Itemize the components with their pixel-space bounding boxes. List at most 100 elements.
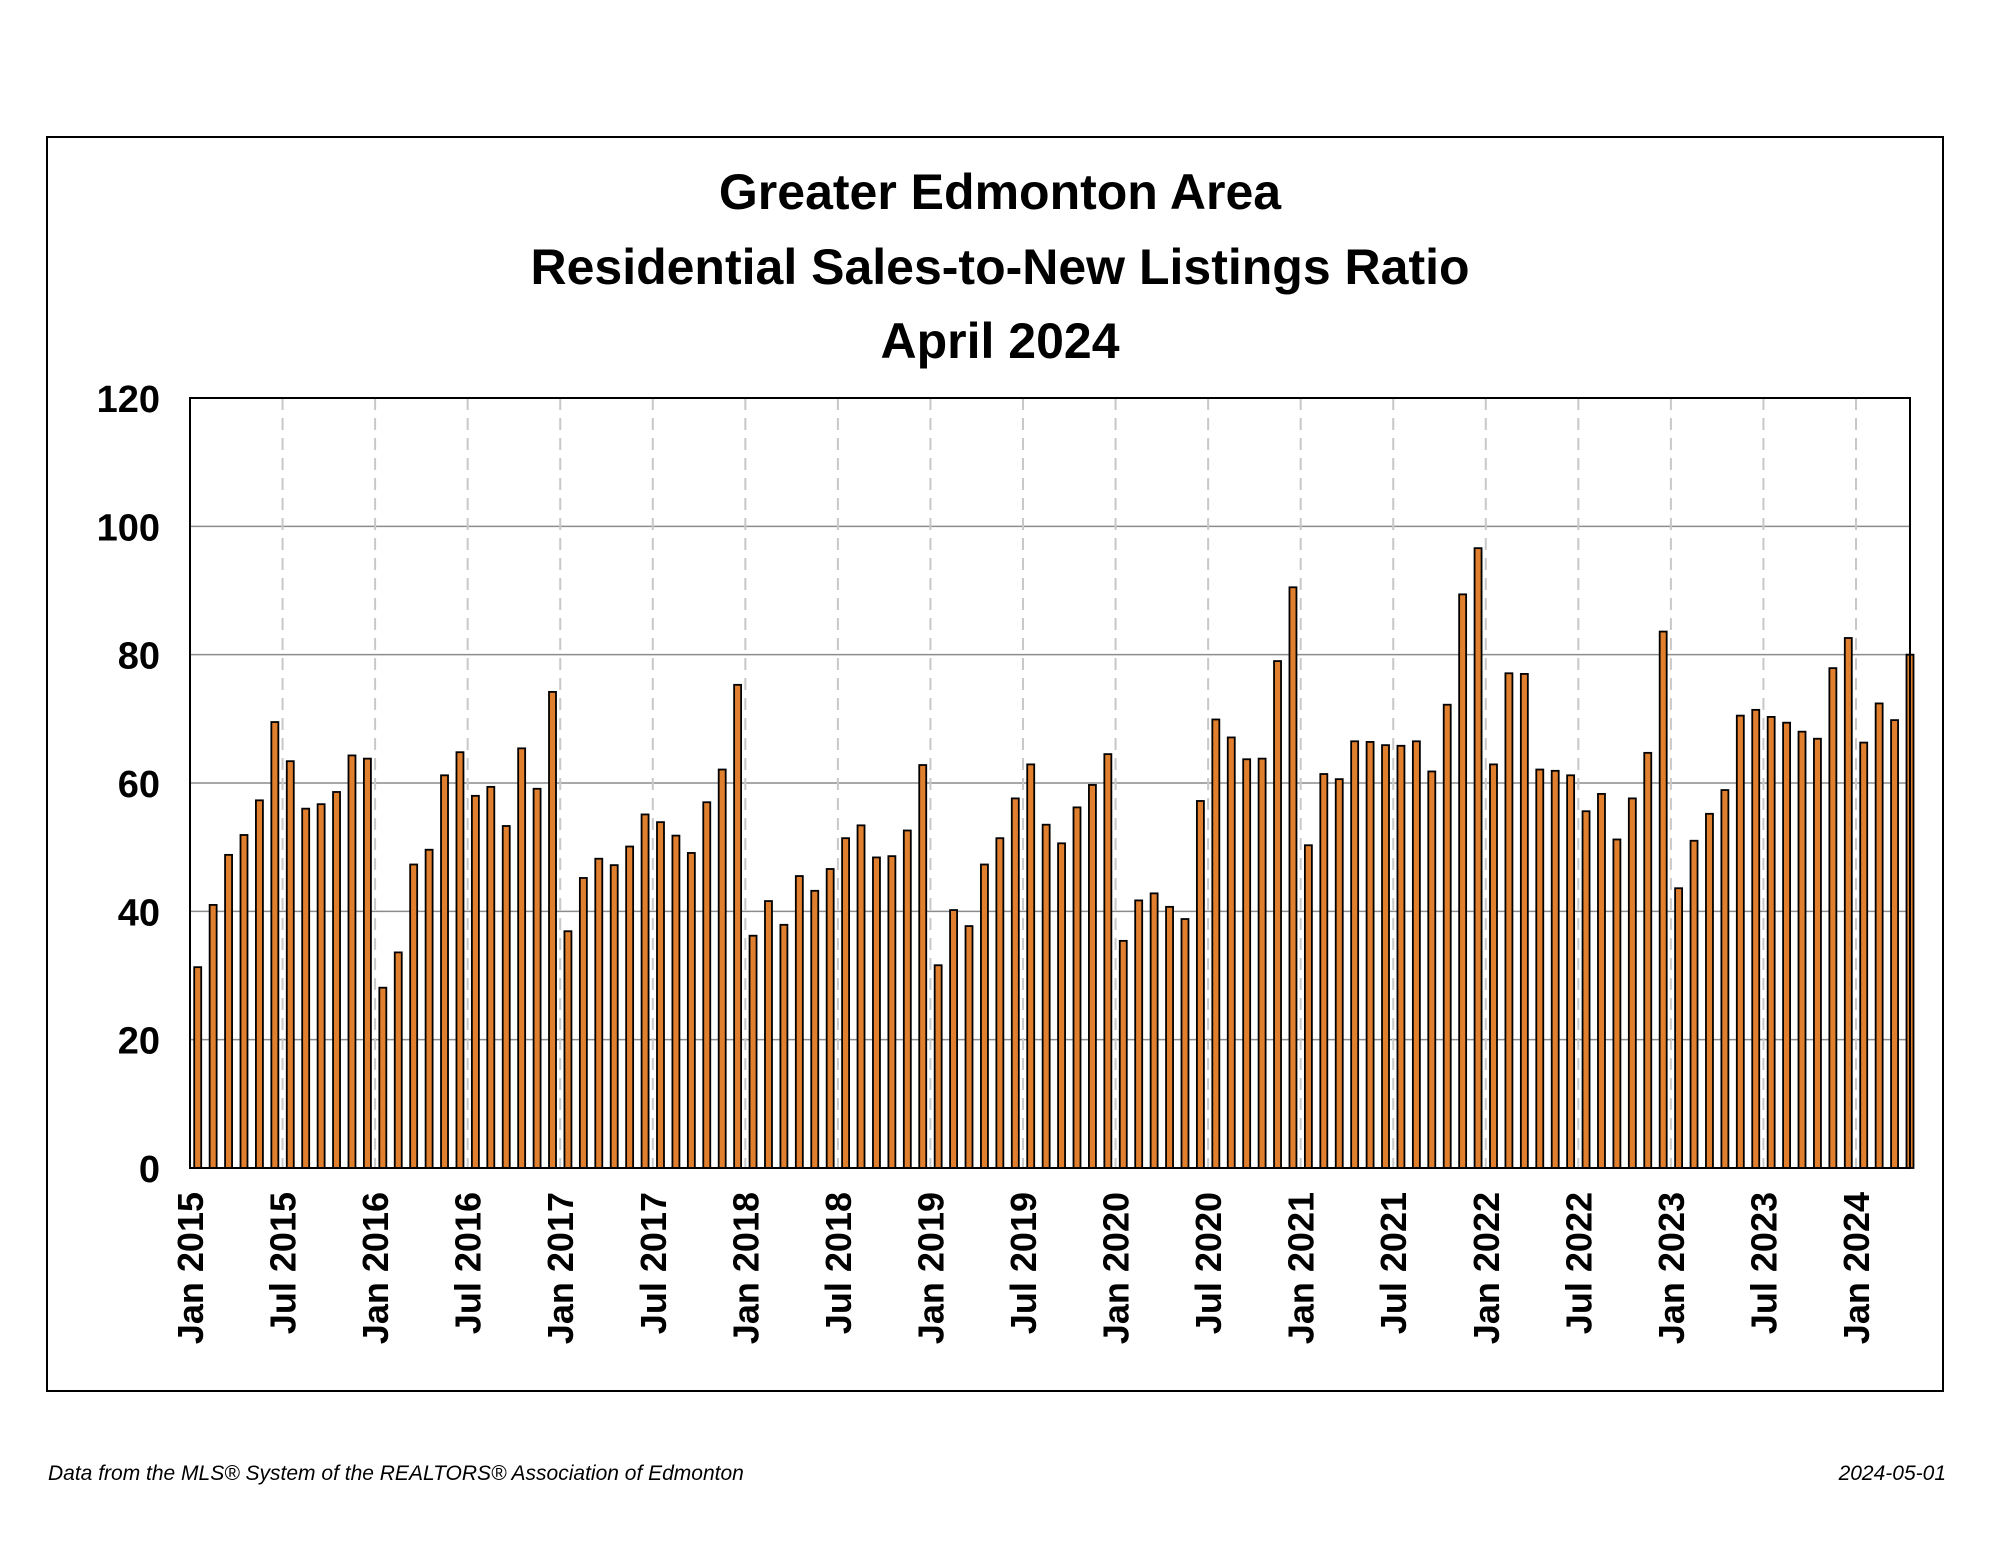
x-tick-label: Jul 2019 bbox=[1003, 1192, 1044, 1334]
x-tick-label: Jan 2016 bbox=[355, 1192, 396, 1344]
bar bbox=[794, 875, 804, 1169]
bar bbox=[671, 834, 681, 1169]
bar bbox=[594, 857, 604, 1169]
bar bbox=[1288, 586, 1298, 1169]
bar bbox=[1057, 842, 1066, 1169]
y-tick-label: 120 bbox=[97, 379, 160, 421]
y-tick-label: 60 bbox=[118, 764, 160, 806]
bar bbox=[517, 747, 527, 1169]
bar bbox=[964, 925, 974, 1169]
x-tick-label: Jul 2016 bbox=[448, 1192, 489, 1334]
bar bbox=[409, 863, 419, 1169]
bar bbox=[1118, 939, 1128, 1169]
x-tick-label: Jan 2020 bbox=[1096, 1192, 1137, 1344]
bar bbox=[362, 757, 372, 1169]
bar bbox=[1149, 892, 1159, 1169]
bar bbox=[424, 848, 434, 1169]
bar bbox=[609, 864, 619, 1169]
bar bbox=[316, 803, 326, 1169]
bar bbox=[578, 877, 588, 1169]
bar bbox=[887, 855, 897, 1169]
bar bbox=[532, 787, 542, 1169]
bar bbox=[1874, 702, 1884, 1169]
x-tick-label: Jan 2022 bbox=[1466, 1192, 1507, 1344]
bar bbox=[1504, 672, 1514, 1169]
bar bbox=[224, 853, 233, 1169]
bar bbox=[1303, 844, 1313, 1169]
bar bbox=[1797, 730, 1807, 1169]
bar bbox=[548, 690, 557, 1169]
x-tick-label: Jul 2017 bbox=[633, 1192, 674, 1334]
bar bbox=[686, 852, 696, 1169]
bar bbox=[764, 900, 773, 1169]
bar bbox=[779, 923, 789, 1169]
bar bbox=[1859, 741, 1869, 1169]
source-note: Data from the MLS® System of the REALTOR… bbox=[48, 1462, 744, 1485]
bar bbox=[255, 799, 264, 1169]
bar bbox=[332, 791, 341, 1169]
bar bbox=[1735, 714, 1745, 1169]
bar bbox=[501, 825, 511, 1169]
chart-title-line-2: Residential Sales-to-New Listings Ratio bbox=[530, 239, 1470, 295]
bar bbox=[1813, 737, 1822, 1169]
bar bbox=[193, 966, 203, 1169]
bar bbox=[440, 774, 449, 1169]
plot-area-border bbox=[189, 397, 1911, 1169]
bar bbox=[486, 785, 496, 1169]
bar bbox=[1458, 593, 1468, 1169]
bar bbox=[1411, 740, 1421, 1169]
y-tick-label: 80 bbox=[118, 636, 160, 678]
bar bbox=[1427, 770, 1437, 1169]
bar bbox=[1627, 797, 1637, 1169]
bar bbox=[1103, 753, 1113, 1169]
x-tick-label: Jul 2023 bbox=[1743, 1192, 1784, 1334]
bar bbox=[640, 813, 650, 1169]
bar bbox=[1581, 810, 1591, 1169]
bar bbox=[1026, 763, 1036, 1169]
bar bbox=[656, 821, 665, 1169]
x-tick-label: Jul 2018 bbox=[818, 1192, 859, 1334]
x-tick-label: Jan 2024 bbox=[1836, 1192, 1877, 1344]
bar bbox=[949, 909, 958, 1169]
bar bbox=[347, 754, 357, 1169]
y-tick-label: 0 bbox=[139, 1149, 160, 1191]
bar bbox=[995, 837, 1005, 1169]
chart-title-line-1: Greater Edmonton Area bbox=[718, 164, 1282, 220]
bar bbox=[1597, 793, 1606, 1169]
x-tick-label: Jan 2018 bbox=[725, 1192, 766, 1344]
bar bbox=[1088, 784, 1097, 1169]
bar bbox=[1658, 630, 1668, 1169]
bar bbox=[1041, 823, 1051, 1169]
bar bbox=[1365, 741, 1375, 1169]
bar bbox=[455, 751, 465, 1169]
x-tick-label: Jul 2021 bbox=[1373, 1192, 1414, 1334]
bar bbox=[1566, 774, 1576, 1169]
bar bbox=[470, 794, 480, 1169]
bar bbox=[1550, 769, 1560, 1169]
bar bbox=[1180, 918, 1190, 1169]
bar bbox=[270, 721, 280, 1169]
bar bbox=[1473, 547, 1483, 1169]
bar bbox=[1782, 721, 1791, 1169]
x-tick-label: Jan 2015 bbox=[170, 1192, 211, 1344]
y-tick-label: 100 bbox=[97, 507, 160, 549]
bar bbox=[1720, 789, 1730, 1169]
bar bbox=[1535, 768, 1545, 1169]
x-tick-label: Jan 2021 bbox=[1281, 1192, 1322, 1344]
x-tick-label: Jul 2020 bbox=[1188, 1192, 1229, 1334]
report-date: 2024-05-01 bbox=[1838, 1462, 1946, 1485]
bar bbox=[1242, 758, 1252, 1169]
bar bbox=[625, 845, 635, 1169]
bar bbox=[810, 889, 820, 1169]
bar bbox=[393, 951, 403, 1169]
bar bbox=[1381, 744, 1390, 1169]
bar bbox=[872, 856, 881, 1169]
bar bbox=[1612, 838, 1622, 1169]
bar bbox=[1396, 744, 1406, 1169]
bar bbox=[1334, 778, 1344, 1169]
bar bbox=[856, 824, 866, 1169]
x-tick-label: Jan 2017 bbox=[540, 1192, 581, 1344]
chart-title-line-3: April 2024 bbox=[880, 313, 1120, 369]
bar bbox=[717, 768, 727, 1169]
